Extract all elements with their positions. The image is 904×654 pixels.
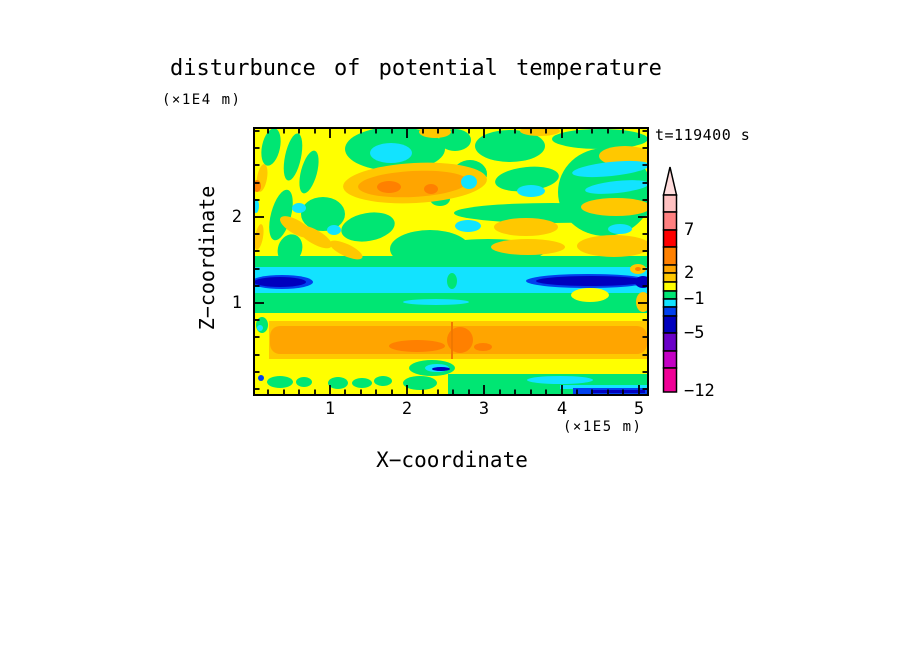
x-tick-label-1: 1 bbox=[324, 399, 336, 419]
x-tick-label-4: 4 bbox=[556, 399, 568, 419]
x-axis-unit-label: (×1E5 m) bbox=[563, 419, 643, 435]
colorbar-label-2: 2 bbox=[684, 263, 695, 283]
colorbar-label-−1: −1 bbox=[684, 289, 705, 309]
x-tick-label-2: 2 bbox=[401, 399, 413, 419]
time-annotation: t=119400 s bbox=[655, 126, 751, 144]
chart-title: disturbunce of potential temperature bbox=[170, 56, 662, 81]
colorbar-label-−5: −5 bbox=[684, 323, 705, 343]
colorbar-label-7: 7 bbox=[684, 220, 695, 240]
colorbar bbox=[662, 166, 678, 393]
y-tick-label-1: 1 bbox=[231, 293, 242, 313]
y-tick-label-2: 2 bbox=[231, 207, 242, 227]
x-tick-label-5: 5 bbox=[633, 399, 645, 419]
x-axis-title: X−coordinate bbox=[376, 448, 528, 472]
contour-plot-area bbox=[251, 126, 652, 396]
contour-field bbox=[251, 126, 652, 394]
y-axis-unit-label: (×1E4 m) bbox=[162, 92, 242, 108]
x-tick-label-3: 3 bbox=[478, 399, 490, 419]
colorbar-label-−12: −12 bbox=[684, 381, 715, 401]
